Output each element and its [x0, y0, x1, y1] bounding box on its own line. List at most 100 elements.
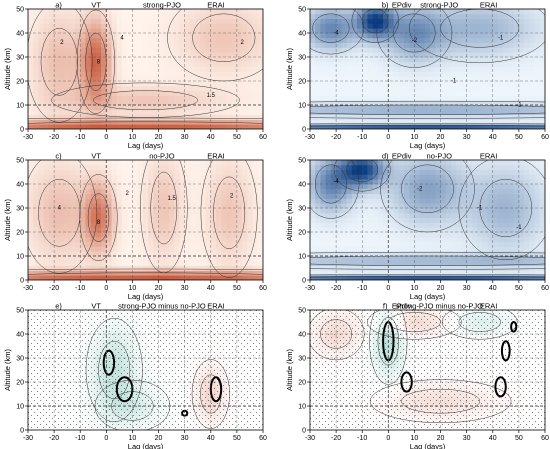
- heatmap-cell: [33, 193, 39, 199]
- heatmap-cell: [445, 174, 452, 180]
- heatmap-cell: [116, 52, 123, 58]
- heatmap-cell: [28, 203, 34, 209]
- heatmap-cell: [116, 124, 123, 129]
- heatmap-cell: [466, 193, 473, 199]
- heatmap-cell: [163, 95, 170, 101]
- heatmap-cell: [492, 71, 499, 77]
- heatmap-cell: [43, 66, 50, 72]
- heatmap-cell: [471, 47, 478, 53]
- heatmap-cell: [75, 81, 81, 87]
- heatmap-cell: [48, 256, 55, 262]
- x-tick-label: 40: [489, 285, 497, 292]
- heatmap-cell: [529, 13, 535, 19]
- heatmap-cell: [43, 42, 50, 48]
- heatmap-cell: [518, 105, 525, 111]
- heatmap-cell: [195, 208, 201, 214]
- heatmap-cell: [33, 256, 39, 262]
- heatmap-cell: [508, 265, 515, 271]
- heatmap-cell: [471, 265, 478, 271]
- heatmap-cell: [59, 198, 65, 204]
- heatmap-cell: [75, 260, 81, 266]
- heatmap-cell: [529, 28, 535, 34]
- heatmap-cell: [534, 251, 541, 257]
- heatmap-field: [310, 160, 545, 280]
- heatmap-cell: [341, 256, 347, 262]
- panel-header-text: ERAI: [207, 1, 225, 10]
- heatmap-cell: [430, 222, 436, 228]
- heatmap-cell: [492, 246, 499, 252]
- heatmap-cell: [69, 71, 76, 77]
- heatmap-cell: [498, 251, 504, 257]
- heatmap-cell: [477, 100, 483, 106]
- heatmap-cell: [466, 124, 473, 129]
- heatmap-cell: [153, 222, 159, 228]
- heatmap-cell: [142, 193, 149, 199]
- heatmap-cell: [59, 81, 65, 87]
- heatmap-cell: [492, 109, 499, 115]
- heatmap-cell: [59, 71, 65, 77]
- heatmap-cell: [116, 275, 123, 280]
- heatmap-cell: [419, 37, 426, 43]
- heatmap-cell: [518, 28, 525, 34]
- heatmap-cell: [101, 265, 107, 271]
- heatmap-cell: [90, 9, 97, 15]
- heatmap-cell: [85, 260, 92, 266]
- heatmap-cell: [451, 105, 457, 111]
- heatmap-cell: [216, 160, 222, 166]
- heatmap-cell: [310, 227, 316, 233]
- heatmap-cell: [482, 174, 488, 180]
- heatmap-cell: [435, 47, 441, 53]
- heatmap-cell: [95, 236, 102, 242]
- heatmap-cell: [163, 85, 170, 91]
- heatmap-cell: [330, 100, 337, 106]
- heatmap-cell: [48, 184, 55, 190]
- heatmap-cell: [529, 275, 535, 280]
- heatmap-cell: [362, 119, 368, 125]
- heatmap-cell: [95, 184, 102, 190]
- heatmap-cell: [116, 217, 123, 223]
- heatmap-cell: [33, 184, 39, 190]
- heatmap-cell: [95, 37, 102, 43]
- heatmap-cell: [330, 52, 337, 58]
- heatmap-cell: [513, 222, 520, 228]
- heatmap-cell: [456, 260, 462, 266]
- heatmap-cell: [315, 203, 321, 209]
- heatmap-cell: [38, 9, 45, 15]
- heatmap-cell: [430, 275, 436, 280]
- heatmap-cell: [205, 232, 212, 238]
- heatmap-cell: [95, 95, 102, 101]
- heatmap-cell: [90, 90, 97, 96]
- heatmap-cell: [116, 188, 123, 194]
- heatmap-cell: [54, 90, 60, 96]
- heatmap-cell: [257, 52, 263, 58]
- heatmap-cell: [320, 251, 327, 257]
- heatmap-cell: [524, 105, 530, 111]
- heatmap-cell: [477, 124, 483, 129]
- heatmap-cell: [393, 217, 400, 223]
- heatmap-cell: [518, 90, 525, 96]
- heatmap-cell: [310, 42, 316, 48]
- heatmap-cell: [90, 236, 97, 242]
- heatmap-cell: [195, 265, 201, 271]
- heatmap-cell: [59, 232, 65, 238]
- heatmap-cell: [398, 193, 405, 199]
- heatmap-cell: [367, 251, 374, 257]
- heatmap-cell: [236, 275, 243, 280]
- heatmap-cell: [466, 270, 473, 276]
- heatmap-cell: [357, 81, 363, 87]
- heatmap-cell: [362, 203, 368, 209]
- heatmap-cell: [377, 270, 384, 276]
- heatmap-cell: [377, 232, 384, 238]
- heatmap-cell: [48, 47, 55, 53]
- heatmap-cell: [38, 164, 45, 170]
- heatmap-cell: [252, 47, 259, 53]
- heatmap-cell: [351, 9, 358, 15]
- heatmap-cell: [466, 23, 473, 29]
- heatmap-cell: [142, 28, 149, 34]
- heatmap-cell: [200, 260, 206, 266]
- heatmap-cell: [445, 241, 452, 247]
- heatmap-cell: [529, 217, 535, 223]
- contour-line: [192, 13, 256, 63]
- heatmap-cell: [101, 232, 107, 238]
- heatmap-cell: [419, 251, 426, 257]
